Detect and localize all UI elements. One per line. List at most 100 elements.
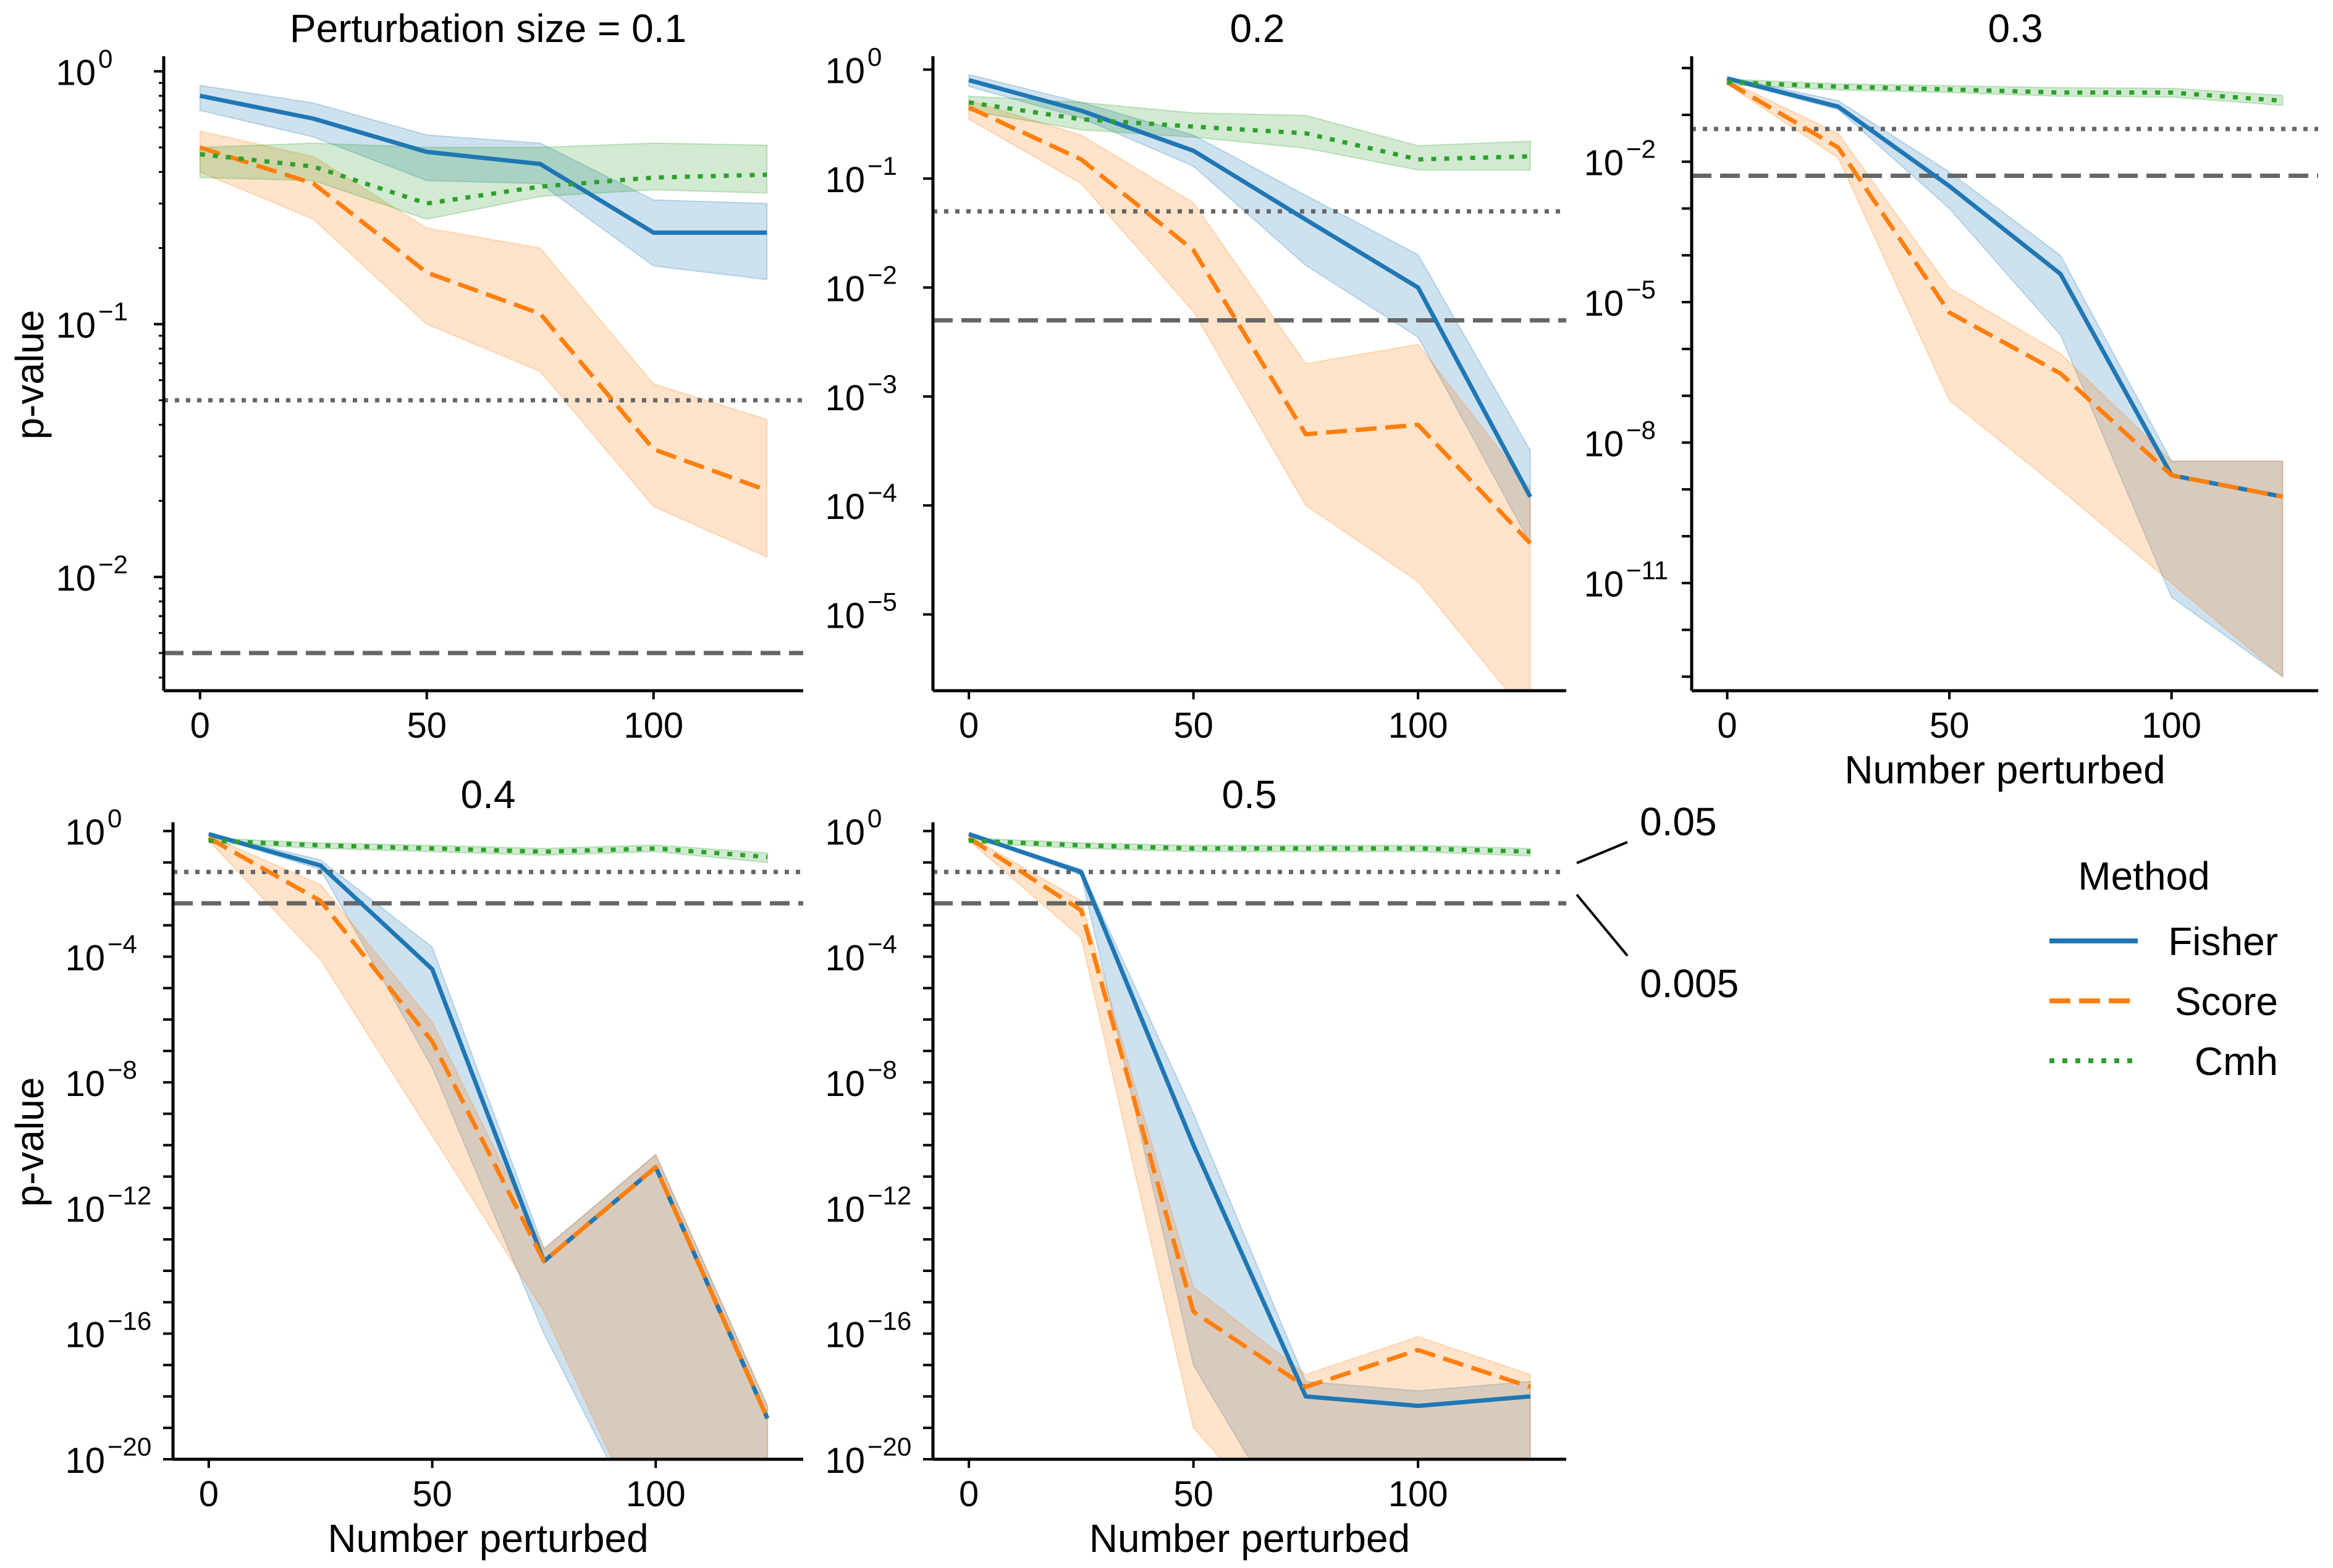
x-tick-label: 100	[1388, 706, 1448, 746]
x-tick-label: 0	[199, 1474, 219, 1514]
y-tick-label: 10	[825, 1441, 865, 1481]
band-cmh	[968, 95, 1531, 171]
band-fisher	[1726, 76, 2284, 678]
y-tick-exponent: −12	[867, 1181, 911, 1210]
x-tick-label: 50	[407, 706, 447, 746]
x-tick-label: 50	[1173, 706, 1213, 746]
y-tick-exponent: 0	[867, 804, 882, 833]
annotation-leader-0.05	[1576, 841, 1628, 864]
y-tick-exponent: −12	[108, 1181, 151, 1210]
y-tick-exponent: −8	[108, 1055, 137, 1084]
x-tick-label: 0	[959, 706, 979, 746]
y-tick-label: 10	[825, 269, 865, 309]
y-tick-exponent: −16	[867, 1307, 911, 1336]
x-tick-label: 100	[1388, 1474, 1448, 1514]
panel-title: 0.2	[1230, 6, 1285, 51]
band-fisher	[199, 85, 768, 280]
legend-entry-score: Score	[2049, 979, 2278, 1024]
band-cmh	[1726, 78, 2284, 106]
legend-label-cmh: Cmh	[2195, 1039, 2278, 1084]
x-tick-label: 100	[626, 1474, 686, 1514]
x-tick-label: 0	[190, 706, 210, 746]
series-line-fisher	[968, 832, 1531, 1409]
x-axis-label: Number perturbed	[1844, 748, 2165, 792]
y-tick-label: 10	[825, 596, 865, 636]
series-line-score	[968, 105, 1532, 545]
y-tick-exponent: −11	[1626, 556, 1668, 585]
y-tick-exponent: −16	[108, 1307, 151, 1336]
y-tick-exponent: 0	[108, 804, 122, 833]
plot-area	[933, 74, 1566, 691]
band-cmh	[199, 142, 768, 220]
plot-area	[173, 832, 803, 1459]
plot-area	[933, 832, 1566, 1459]
band-score	[1726, 79, 2284, 678]
legend-title: Method	[2078, 854, 2209, 898]
x-tick-label: 0	[1717, 706, 1737, 746]
y-tick-label: 10	[65, 1064, 105, 1104]
series-line-cmh	[200, 152, 767, 206]
series-line-fisher	[968, 78, 1532, 498]
band-fisher	[208, 832, 769, 1459]
y-tick-label: 10	[825, 1189, 865, 1229]
panel-title: 0.3	[1988, 6, 2043, 51]
y-tick-label: 10	[825, 160, 865, 200]
y-tick-label: 10	[825, 1315, 865, 1355]
y-tick-exponent: −1	[98, 297, 128, 326]
y-tick-label: 10	[1584, 565, 1624, 605]
band-score	[199, 130, 768, 558]
annotation-label-0.05: 0.05	[1640, 799, 1717, 844]
y-tick-exponent: −4	[108, 930, 137, 959]
x-tick-label: 0	[959, 1474, 979, 1514]
y-axis-label: p-value	[7, 310, 52, 440]
series-line-cmh	[1727, 80, 2283, 103]
band-cmh	[968, 837, 1531, 857]
y-tick-exponent: −8	[867, 1055, 897, 1084]
legend-label-fisher: Fisher	[2168, 919, 2278, 964]
band-score	[968, 835, 1531, 1459]
y-tick-label: 10	[65, 1441, 105, 1481]
y-tick-label: 10	[65, 812, 105, 853]
y-tick-exponent: −20	[108, 1432, 151, 1461]
y-tick-exponent: −4	[867, 930, 897, 959]
y-tick-exponent: −8	[1626, 415, 1656, 444]
y-tick-label: 10	[1584, 143, 1624, 183]
x-tick-label: 50	[1173, 1474, 1213, 1514]
y-tick-label: 10	[56, 558, 96, 599]
y-tick-exponent: −4	[867, 478, 897, 507]
y-tick-exponent: −5	[1626, 275, 1656, 304]
y-tick-exponent: −20	[867, 1432, 911, 1461]
y-tick-label: 10	[825, 51, 865, 91]
y-tick-exponent: −2	[867, 260, 897, 289]
x-tick-label: 50	[412, 1474, 452, 1514]
panel-title: 0.4	[461, 772, 516, 817]
y-tick-label: 10	[825, 487, 865, 527]
y-tick-label: 10	[65, 1315, 105, 1355]
y-tick-label: 10	[825, 1064, 865, 1104]
x-axis-label: Number perturbed	[1089, 1516, 1410, 1561]
series-line-cmh	[208, 838, 768, 859]
series-line-score	[199, 145, 768, 492]
y-tick-label: 10	[825, 378, 865, 418]
series-line-cmh	[969, 838, 1530, 854]
panel-title: Perturbation size = 0.1	[290, 6, 686, 51]
y-tick-exponent: −3	[867, 369, 897, 398]
band-score	[208, 835, 769, 1459]
band-cmh	[208, 837, 769, 864]
y-tick-exponent: −5	[867, 588, 897, 617]
y-tick-label: 10	[825, 938, 865, 979]
y-tick-label: 10	[1584, 424, 1624, 464]
y-tick-label: 10	[56, 306, 96, 346]
series-line-cmh	[968, 100, 1530, 162]
y-tick-exponent: −2	[98, 550, 128, 579]
annotation-leader-0.005	[1576, 893, 1629, 957]
annotation-label-0.005: 0.005	[1640, 961, 1739, 1006]
y-axis-label: p-value	[7, 1077, 52, 1207]
band-score	[968, 99, 1531, 691]
threshold-annotations: 0.05 0.005	[1576, 799, 1739, 1006]
